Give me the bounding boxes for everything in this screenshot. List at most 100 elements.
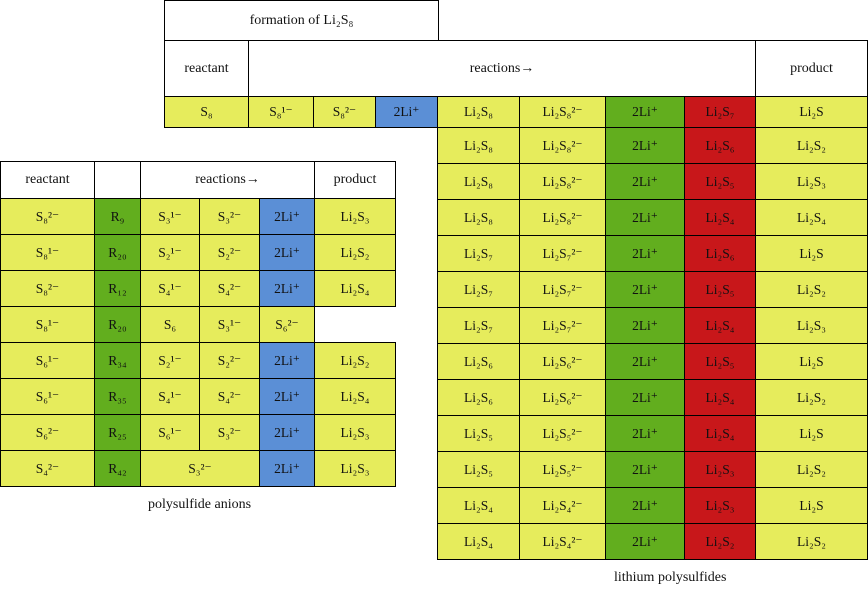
right-row-1-product: Li₂S₂ [755,127,868,164]
right-row-11-li-polysulfide-intermediate: Li₂S₃ [684,487,756,524]
right-row-2-li-polysulfide: Li₂S₈ [437,163,520,200]
left-row-5-reactant: S₆¹⁻ [0,342,95,379]
left-row-7-product: Li₂S₃ [314,414,396,451]
left-row-6-product: Li₂S₄ [314,378,396,415]
left-row-2-reaction-id: R₂₀ [94,234,141,271]
left-row-1-intermediate-2: S₃²⁻ [199,198,260,235]
title-formation-li2s8: formation of Li₂S₈ [164,0,439,41]
right-row-8-lithium-ions: 2Li⁺ [605,379,685,416]
left-row-5-reaction-id: R₃₄ [94,342,141,379]
caption-polysulfide-anions: polysulfide anions [148,497,252,512]
header-reactant: reactant [164,40,249,97]
left-row-8-reaction-id: R₄₂ [94,450,141,487]
right-row-10-li-polysulfide-anion: Li₂S₅²⁻ [519,451,606,488]
right-row-1-lithium-ions: 2Li⁺ [605,127,685,164]
left-row-1-intermediate-1: S₃¹⁻ [140,198,200,235]
left-row-1-reaction-id: R₉ [94,198,141,235]
right-row-11-li-polysulfide-anion: Li₂S₄²⁻ [519,487,606,524]
left-row-7-reaction-id: R₂₅ [94,414,141,451]
left-row-1-product: Li₂S₃ [314,198,396,235]
right-row-10-li-polysulfide-intermediate: Li₂S₃ [684,451,756,488]
left-row-3-reaction-id: R₁₂ [94,270,141,307]
left-row-6-reaction-id: R₃₅ [94,378,141,415]
right-row-7-li-polysulfide-anion: Li₂S₆²⁻ [519,343,606,380]
left-row-4-intermediate-2: S₃¹⁻ [199,306,260,343]
right-row-12-li-polysulfide-anion: Li₂S₄²⁻ [519,523,606,560]
left-row-2-lithium-ions: 2Li⁺ [259,234,315,271]
right-row-12-lithium-ions: 2Li⁺ [605,523,685,560]
right-row-10-product: Li₂S₂ [755,451,868,488]
right-row-8-li-polysulfide-anion: Li₂S₆²⁻ [519,379,606,416]
left-row-6-intermediate-1: S₄¹⁻ [140,378,200,415]
row0-product: Li₂S [755,96,868,128]
left-row-1-reactant: S₈²⁻ [0,198,95,235]
right-row-5-li-polysulfide-intermediate: Li₂S₅ [684,271,756,308]
right-row-11-li-polysulfide: Li₂S₄ [437,487,520,524]
right-row-8-li-polysulfide-intermediate: Li₂S₄ [684,379,756,416]
right-row-9-li-polysulfide-intermediate: Li₂S₄ [684,415,756,452]
left-row-7-lithium-ions: 2Li⁺ [259,414,315,451]
right-row-4-product: Li₂S [755,235,868,272]
right-row-2-product: Li₂S₃ [755,163,868,200]
row0-reactant: S₈ [164,96,249,128]
row0-lithium-ions-2: 2Li⁺ [605,96,685,128]
left-row-4-reaction-id: R₂₀ [94,306,141,343]
right-row-9-li-polysulfide-anion: Li₂S₅²⁻ [519,415,606,452]
right-row-7-li-polysulfide-intermediate: Li₂S₅ [684,343,756,380]
left-row-5-intermediate-1: S₂¹⁻ [140,342,200,379]
right-row-6-li-polysulfide-anion: Li₂S₇²⁻ [519,307,606,344]
right-row-9-lithium-ions: 2Li⁺ [605,415,685,452]
left-row-8-intermediate-merged: S₃²⁻ [140,450,260,487]
right-row-2-li-polysulfide-anion: Li₂S₈²⁻ [519,163,606,200]
left-row-8-product: Li₂S₃ [314,450,396,487]
left-row-2-intermediate-1: S₂¹⁻ [140,234,200,271]
right-row-5-li-polysulfide-anion: Li₂S₇²⁻ [519,271,606,308]
right-row-6-product: Li₂S₃ [755,307,868,344]
left-row-8-lithium-ions: 2Li⁺ [259,450,315,487]
right-row-12-product: Li₂S₂ [755,523,868,560]
right-row-12-li-polysulfide-intermediate: Li₂S₂ [684,523,756,560]
right-row-8-product: Li₂S₂ [755,379,868,416]
left-row-7-reactant: S₆²⁻ [0,414,95,451]
header-reactions: reactions→ [248,40,756,97]
right-row-12-li-polysulfide: Li₂S₄ [437,523,520,560]
left-header-empty [94,161,141,199]
left-row-5-intermediate-2: S₂²⁻ [199,342,260,379]
left-row-3-intermediate-2: S₄²⁻ [199,270,260,307]
row0-intermediate-1: S₈¹⁻ [248,96,314,128]
left-row-5-product: Li₂S₂ [314,342,396,379]
left-row-6-intermediate-2: S₄²⁻ [199,378,260,415]
header-product: product [755,40,868,97]
left-row-8-reactant: S₄²⁻ [0,450,95,487]
left-header-product: product [314,161,396,199]
left-header-reactions: reactions→ [140,161,315,199]
right-row-1-li-polysulfide-intermediate: Li₂S₆ [684,127,756,164]
left-row-3-product: Li₂S₄ [314,270,396,307]
right-row-4-lithium-ions: 2Li⁺ [605,235,685,272]
right-row-10-li-polysulfide: Li₂S₅ [437,451,520,488]
left-row-3-reactant: S₈²⁻ [0,270,95,307]
left-row-3-intermediate-1: S₄¹⁻ [140,270,200,307]
right-row-3-li-polysulfide-anion: Li₂S₈²⁻ [519,199,606,236]
right-row-11-lithium-ions: 2Li⁺ [605,487,685,524]
row0-intermediate-2: S₈²⁻ [313,96,376,128]
left-row-6-reactant: S₆¹⁻ [0,378,95,415]
right-row-6-lithium-ions: 2Li⁺ [605,307,685,344]
right-row-1-li-polysulfide-anion: Li₂S₈²⁻ [519,127,606,164]
left-row-7-intermediate-1: S₆¹⁻ [140,414,200,451]
right-row-1-li-polysulfide: Li₂S₈ [437,127,520,164]
left-row-5-lithium-ions: 2Li⁺ [259,342,315,379]
right-row-6-li-polysulfide-intermediate: Li₂S₄ [684,307,756,344]
left-row-4-reactant: S₈¹⁻ [0,306,95,343]
right-row-4-li-polysulfide-intermediate: Li₂S₆ [684,235,756,272]
right-row-2-lithium-ions: 2Li⁺ [605,163,685,200]
left-row-3-lithium-ions: 2Li⁺ [259,270,315,307]
caption-lithium-polysulfides: lithium polysulfides [614,570,727,585]
right-row-6-li-polysulfide: Li₂S₇ [437,307,520,344]
right-row-3-product: Li₂S₄ [755,199,868,236]
right-row-4-li-polysulfide-anion: Li₂S₇²⁻ [519,235,606,272]
left-row-6-lithium-ions: 2Li⁺ [259,378,315,415]
right-row-8-li-polysulfide: Li₂S₆ [437,379,520,416]
right-row-5-product: Li₂S₂ [755,271,868,308]
right-row-7-li-polysulfide: Li₂S₆ [437,343,520,380]
